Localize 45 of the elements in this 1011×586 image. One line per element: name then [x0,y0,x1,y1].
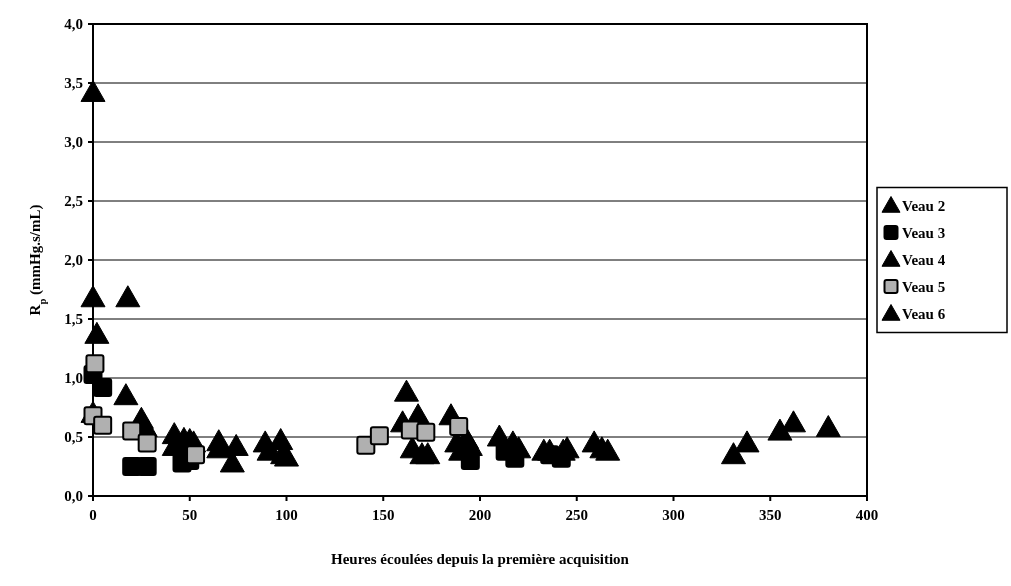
point [115,285,141,308]
x-tick-label: 200 [468,507,492,523]
x-tick-label: 100 [275,507,298,523]
x-tick-label: 50 [182,507,198,523]
point [80,285,106,308]
point [93,377,113,397]
y-tick-label: 2,0 [64,252,83,269]
legend-label: Veau 5 [902,278,946,295]
point [122,421,142,441]
x-tick-label: 0 [89,507,97,523]
point [369,426,389,446]
x-tick-label: 150 [372,507,395,523]
y-tick-label: 0,0 [64,488,83,505]
legend-label: Veau 6 [902,305,946,322]
y-tick-label: 2,5 [64,193,83,210]
point [595,438,621,461]
point [113,383,139,406]
point [734,430,760,453]
y-tick-label: 4,0 [64,16,83,33]
legend-label: Veau 3 [902,224,946,241]
x-tick-label: 350 [759,507,782,523]
x-tick-label: 300 [662,507,685,523]
point [415,442,441,465]
legend-label: Veau 4 [902,251,946,268]
point [720,442,746,465]
y-tick-label: 3,0 [64,134,83,151]
point [93,415,113,435]
point [767,418,793,441]
point [85,354,105,374]
point [186,445,206,465]
y-tick-label: 3,5 [64,75,83,92]
x-axis-title: Heures écoulées depuis la première acquisition [331,551,630,567]
point [449,416,469,436]
point [137,433,157,453]
point [416,422,436,442]
x-tick-label: 250 [565,507,588,523]
y-tick-label: 1,5 [64,311,83,328]
point [815,415,841,438]
legend-label: Veau 2 [902,197,946,214]
point [84,321,110,344]
y-tick-label: 1,0 [64,370,83,387]
y-tick-label: 0,5 [64,429,83,446]
point [137,457,157,476]
x-tick-label: 400 [855,507,879,523]
point [393,379,419,402]
